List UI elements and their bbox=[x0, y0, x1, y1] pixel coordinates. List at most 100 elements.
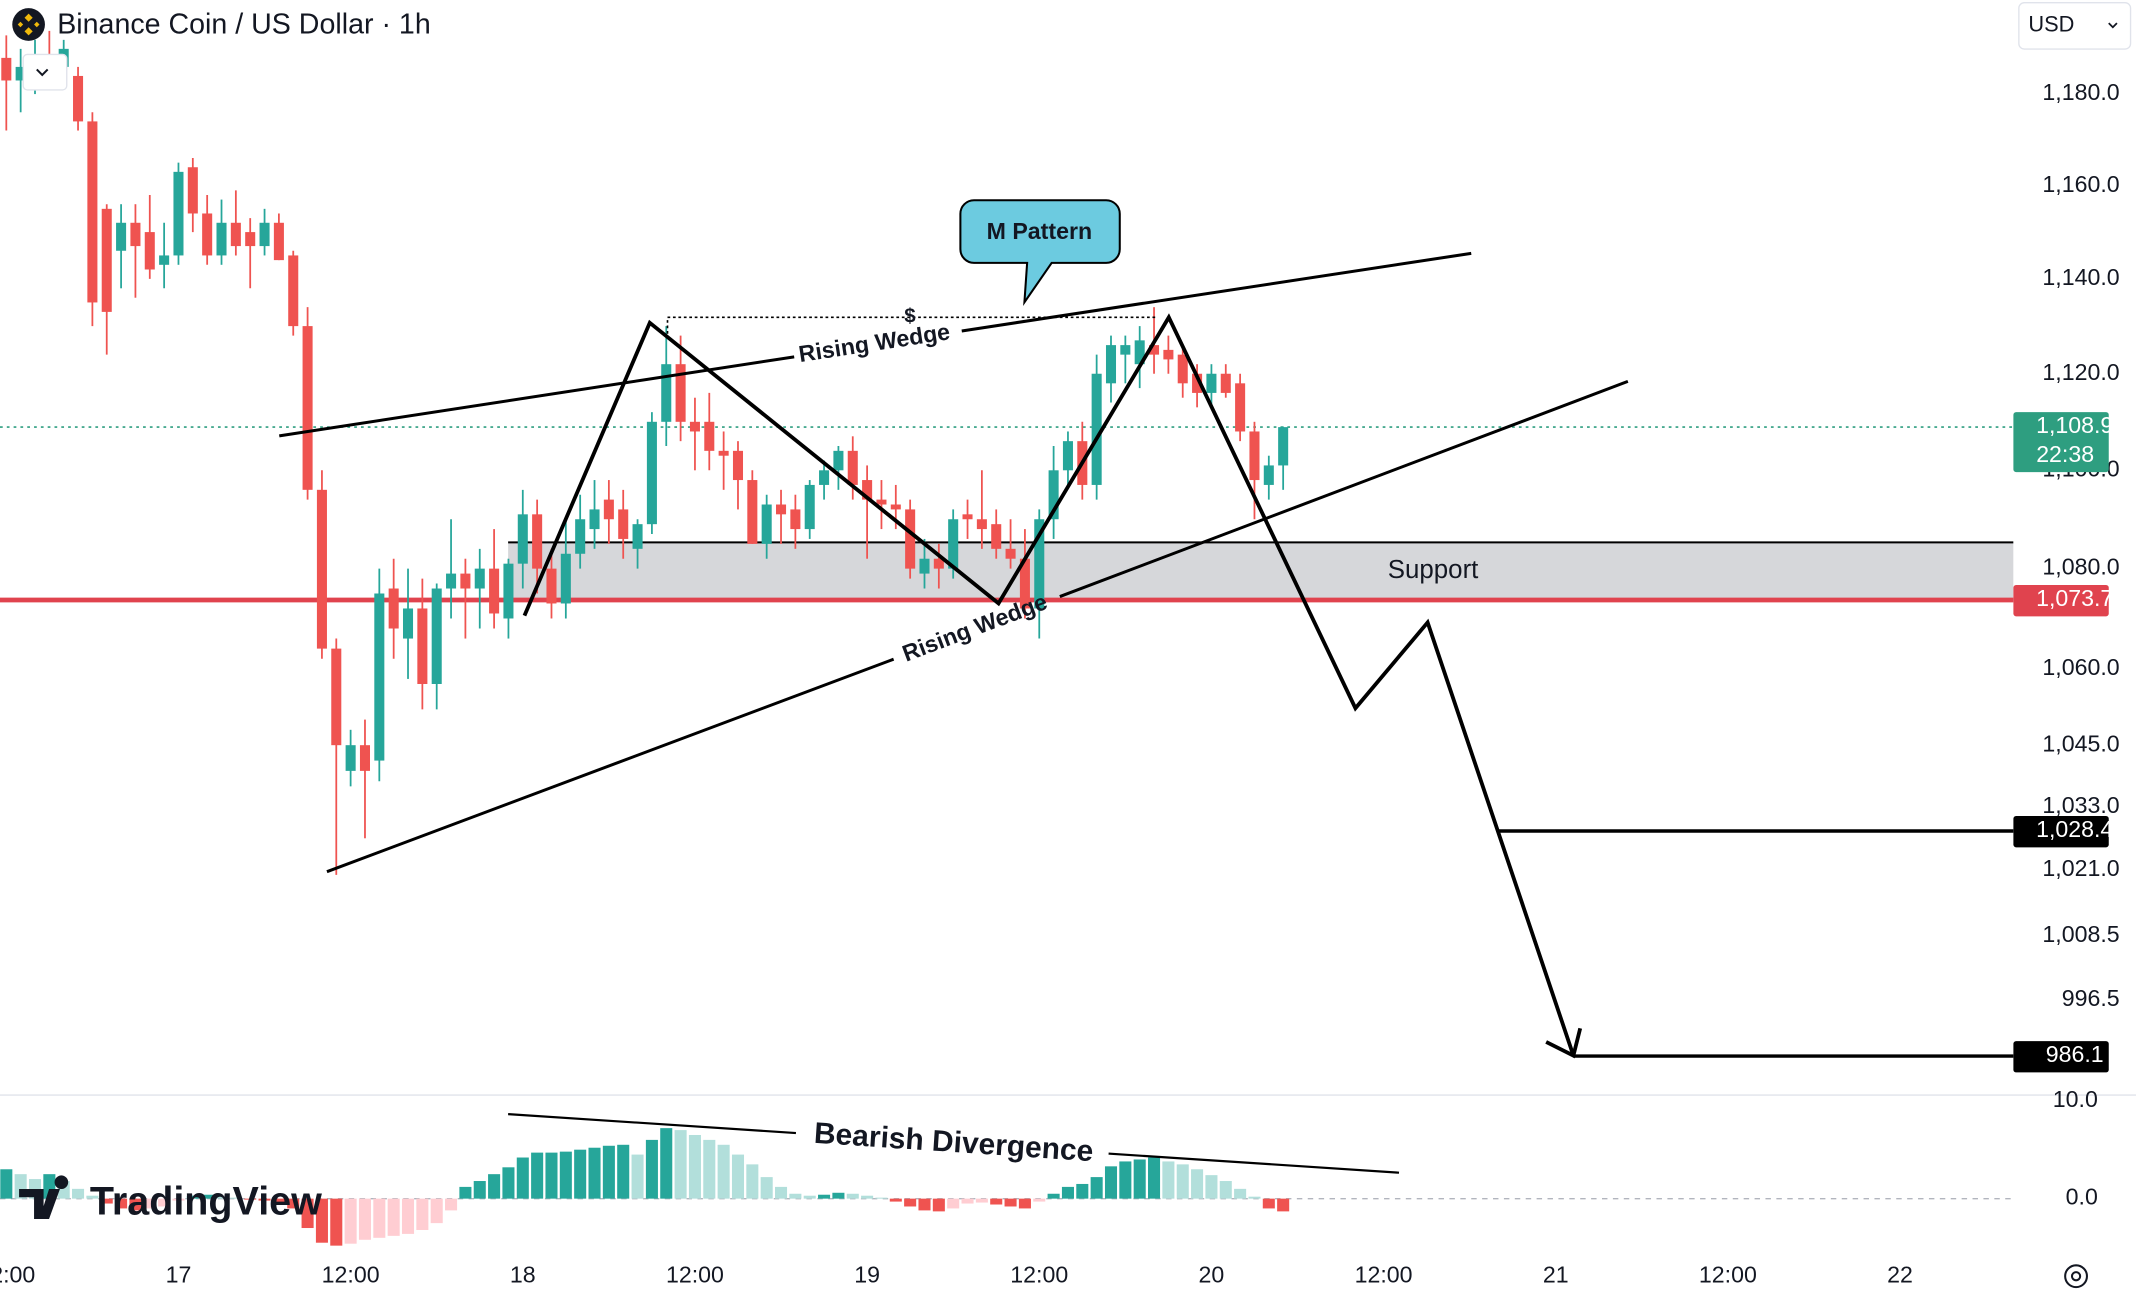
candle-body bbox=[790, 509, 801, 530]
histogram-bar bbox=[861, 1195, 874, 1199]
x-tick-label: 12:00 bbox=[322, 1261, 380, 1287]
histogram-bar bbox=[1262, 1198, 1275, 1209]
m-pattern-path bbox=[522, 313, 1576, 1057]
histogram-bar bbox=[143, 1198, 156, 1209]
histogram-bar bbox=[789, 1193, 802, 1199]
histogram-bar bbox=[545, 1152, 558, 1199]
histogram-bar bbox=[1277, 1198, 1290, 1212]
histogram-bar bbox=[387, 1198, 400, 1236]
candle-body bbox=[646, 421, 657, 525]
candle-body bbox=[1134, 340, 1145, 365]
histogram-bar bbox=[531, 1152, 544, 1199]
histogram-bar bbox=[559, 1151, 572, 1199]
histogram-bar bbox=[703, 1139, 716, 1199]
y-tick-label: 1,120.0 bbox=[2042, 359, 2119, 385]
currency-select[interactable] bbox=[2018, 2, 2132, 50]
histogram-bar bbox=[272, 1198, 285, 1203]
candle-body bbox=[1120, 345, 1131, 355]
candle-body bbox=[589, 509, 600, 530]
histogram-bar bbox=[344, 1198, 357, 1244]
histogram-bar bbox=[72, 1188, 85, 1199]
histogram-bar bbox=[315, 1198, 328, 1243]
watermark-icon bbox=[19, 1175, 69, 1220]
level-label: 986.1 bbox=[2046, 1041, 2104, 1067]
candle-body bbox=[374, 593, 385, 761]
level-label: 1,108.9 bbox=[2036, 412, 2113, 438]
candle-body bbox=[1105, 345, 1117, 384]
price-axis-bg bbox=[2013, 0, 2136, 1298]
histogram-bar bbox=[617, 1144, 630, 1199]
candle-body bbox=[388, 588, 399, 629]
candle-body bbox=[1091, 373, 1102, 485]
candle-body bbox=[288, 255, 299, 327]
histogram-bar bbox=[775, 1186, 788, 1199]
histogram-bar bbox=[1205, 1175, 1218, 1199]
settings-icon-core bbox=[2070, 1271, 2082, 1282]
candle-body bbox=[359, 745, 370, 771]
candle-body bbox=[345, 745, 356, 771]
histogram-bar bbox=[1148, 1157, 1161, 1199]
candle-body bbox=[173, 171, 184, 256]
histogram-bar bbox=[330, 1198, 343, 1246]
x-tick-label: 12:00 bbox=[1010, 1261, 1068, 1287]
histogram-bar bbox=[186, 1195, 199, 1199]
candle-body bbox=[991, 524, 1002, 549]
histogram-bar bbox=[961, 1198, 974, 1204]
y-tick-label: 1,021.0 bbox=[2042, 855, 2119, 881]
histogram-bar bbox=[129, 1198, 142, 1211]
candle-body bbox=[474, 568, 485, 589]
histogram-bar bbox=[932, 1198, 945, 1212]
candle-body bbox=[1263, 465, 1274, 485]
histogram-bar bbox=[1133, 1159, 1146, 1199]
histogram-bar bbox=[975, 1198, 988, 1203]
chart-title: Binance Coin / US Dollar · 1h bbox=[57, 8, 431, 40]
candle-body bbox=[704, 421, 715, 451]
level-countdown: 22:38 bbox=[2036, 441, 2094, 467]
histogram-bar bbox=[1162, 1161, 1175, 1199]
x-tick-label: 19 bbox=[854, 1261, 880, 1287]
histogram-bar bbox=[1047, 1193, 1060, 1199]
candle-body bbox=[302, 326, 313, 490]
currency-label: USD bbox=[2028, 12, 2074, 37]
candle-body bbox=[73, 75, 84, 122]
divergence-label-bg bbox=[795, 1096, 1111, 1159]
candle-body bbox=[776, 504, 787, 515]
candle-layer bbox=[1, 30, 1289, 875]
histogram-bar bbox=[803, 1195, 816, 1199]
histogram-bar bbox=[1004, 1198, 1017, 1207]
histogram-bar bbox=[416, 1198, 429, 1230]
histogram-bar bbox=[1176, 1164, 1189, 1199]
currency-chevron bbox=[2108, 22, 2118, 29]
histogram-bar bbox=[574, 1149, 587, 1199]
histogram-bar bbox=[760, 1177, 773, 1199]
indicator-layer bbox=[0, 1128, 2014, 1246]
candle-body bbox=[503, 563, 514, 619]
histogram-bar bbox=[688, 1134, 701, 1199]
settings-icon[interactable] bbox=[2064, 1264, 2088, 1289]
histogram-bar bbox=[488, 1174, 501, 1199]
candle-body bbox=[1278, 427, 1289, 466]
candle-body bbox=[259, 222, 270, 247]
y-tick-label: 996.5 bbox=[2062, 985, 2120, 1011]
histogram-bar bbox=[1119, 1161, 1132, 1199]
candle-body bbox=[1163, 349, 1174, 360]
header: Binance Coin / US Dollar · 1h USD bbox=[12, 2, 2132, 1289]
wedge-lower-line bbox=[326, 657, 895, 874]
candle-body bbox=[202, 213, 213, 256]
axis-layer: 1,180.01,160.01,140.01,120.01,100.01,080… bbox=[0, 79, 2120, 1287]
candle-body bbox=[489, 568, 500, 614]
histogram-bar bbox=[746, 1164, 759, 1199]
annotation-layer bbox=[279, 199, 1629, 1174]
candle-body bbox=[460, 573, 471, 589]
level-box bbox=[2013, 412, 2109, 473]
candle-body bbox=[976, 519, 987, 530]
histogram-bar bbox=[904, 1198, 917, 1207]
candle-body bbox=[1005, 548, 1016, 559]
measure-line bbox=[666, 316, 1158, 334]
candle-body bbox=[316, 489, 327, 649]
candle-body bbox=[1019, 558, 1030, 609]
x-tick-label: 20 bbox=[1199, 1261, 1225, 1287]
arrow-head bbox=[1545, 1027, 1583, 1059]
candle-body bbox=[689, 421, 700, 432]
x-tick-label: 12:00 bbox=[0, 1261, 35, 1287]
